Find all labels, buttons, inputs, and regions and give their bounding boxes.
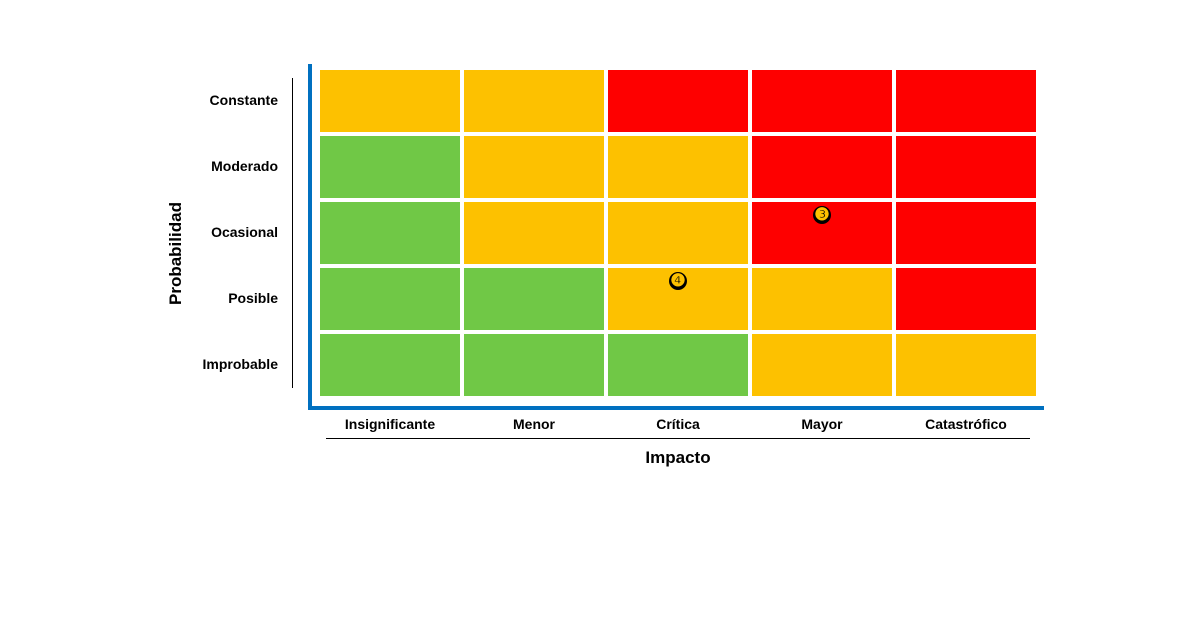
- risk-cell: [896, 334, 1036, 396]
- risk-cell: [464, 334, 604, 396]
- risk-cell: [752, 70, 892, 132]
- risk-cell: [896, 70, 1036, 132]
- risk-cell: [320, 202, 460, 264]
- y-axis-label: Moderado: [148, 158, 290, 174]
- y-axis-label: Posible: [148, 290, 290, 306]
- risk-cell: [464, 70, 604, 132]
- risk-cell: [464, 268, 604, 330]
- risk-cell: [608, 136, 748, 198]
- x-axis-label: Crítica: [608, 416, 748, 432]
- y-axis-label: Constante: [148, 92, 290, 108]
- x-axis-label: Catastrófico: [896, 416, 1036, 432]
- risk-cell: [608, 334, 748, 396]
- y-axis-label: Improbable: [148, 356, 290, 372]
- risk-cell: [752, 334, 892, 396]
- risk-cell: [896, 202, 1036, 264]
- x-axis-label: Mayor: [752, 416, 892, 432]
- risk-cell: [464, 136, 604, 198]
- risk-marker: ❸: [813, 206, 831, 224]
- y-axis-line: [308, 64, 312, 410]
- y-axis-labels: ConstanteModeradoOcasionalPosibleImproba…: [160, 70, 290, 396]
- risk-cell: [464, 202, 604, 264]
- heatmap-grid: ❸❹: [320, 70, 1036, 396]
- x-axis-line: [308, 406, 1044, 410]
- x-tick-line: [326, 438, 1030, 439]
- risk-cell: [608, 202, 748, 264]
- x-axis-label: Menor: [464, 416, 604, 432]
- y-tick-line: [292, 78, 293, 388]
- risk-cell: [320, 334, 460, 396]
- risk-cell: [320, 268, 460, 330]
- risk-marker: ❹: [669, 272, 687, 290]
- risk-cell: [320, 136, 460, 198]
- risk-cell: [608, 70, 748, 132]
- y-axis-label: Ocasional: [148, 224, 290, 240]
- x-axis-title: Impacto: [320, 448, 1036, 468]
- x-axis-label: Insignificante: [320, 416, 460, 432]
- risk-cell: [752, 268, 892, 330]
- risk-cell: [896, 136, 1036, 198]
- risk-cell: [752, 136, 892, 198]
- risk-cell: [896, 268, 1036, 330]
- risk-cell: [320, 70, 460, 132]
